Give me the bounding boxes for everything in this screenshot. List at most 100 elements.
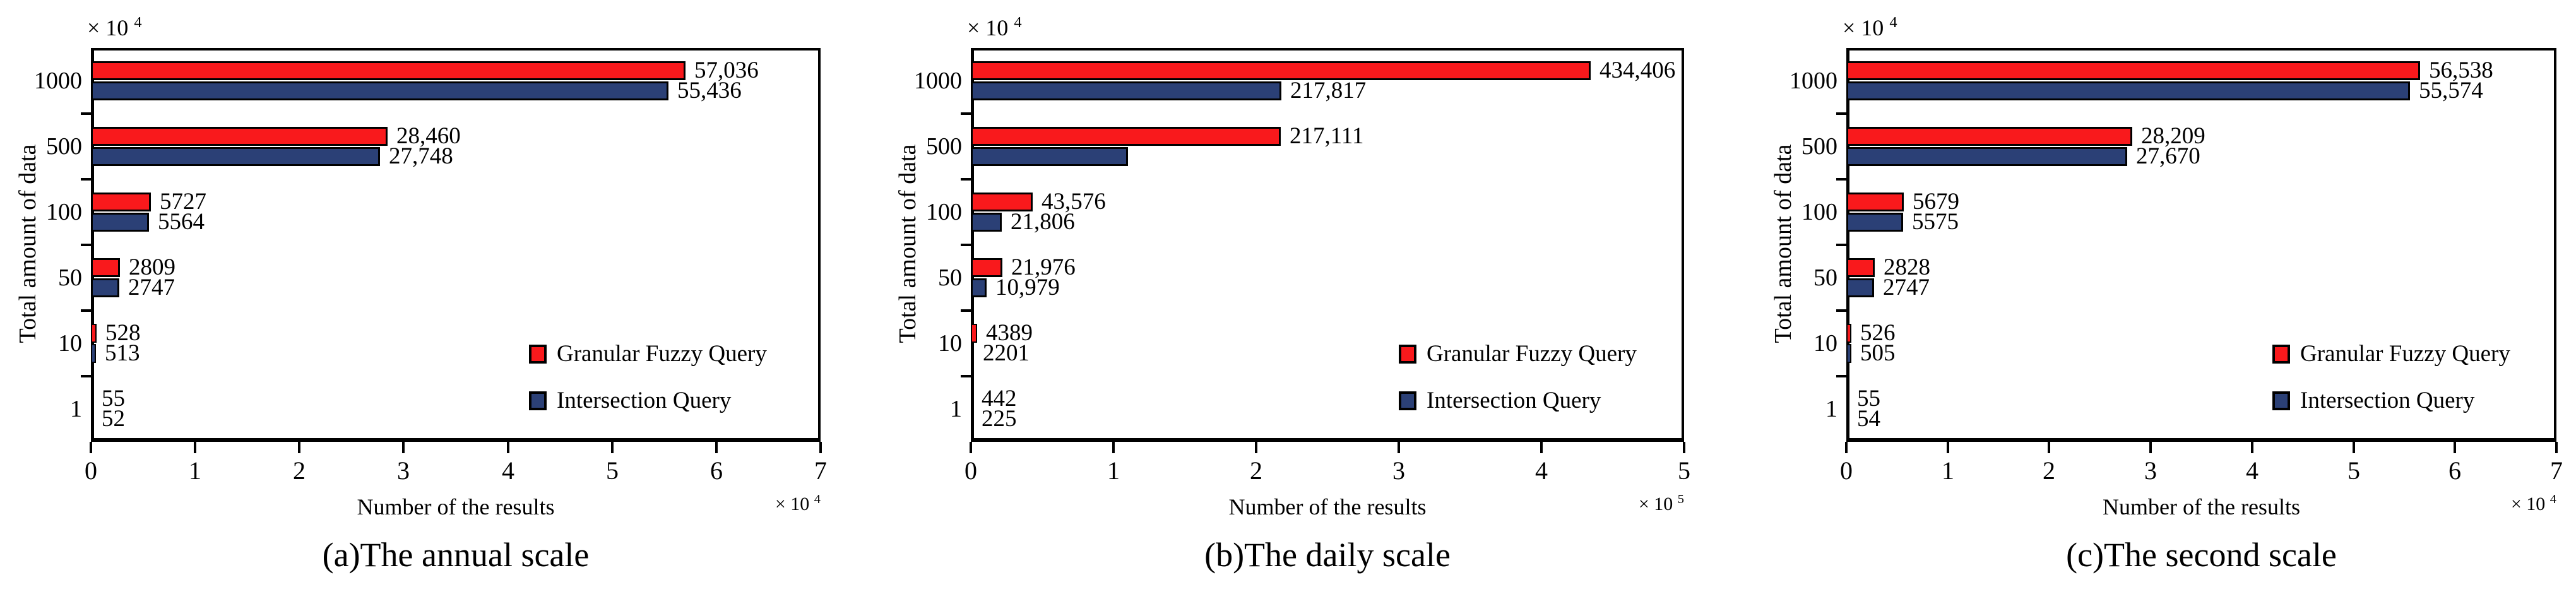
y-axis-multiplier-base: × 10: [87, 15, 134, 40]
legend-swatch-intersection-query: [529, 391, 547, 410]
x-tick-label: 6: [2448, 456, 2461, 485]
y-axis-multiplier-exponent: 4: [1014, 14, 1022, 31]
bar-intersection-query: [1846, 213, 1903, 232]
x-axis-multiplier-exponent: 4: [814, 492, 821, 506]
x-axis-tick: [970, 442, 972, 453]
bar-granular-fuzzy-query-value-label: 28,460: [396, 123, 461, 149]
x-tick-label: 3: [1392, 456, 1405, 485]
bar-intersection-query: [91, 410, 93, 429]
x-axis-label: Number of the results: [357, 494, 555, 519]
bar-granular-fuzzy-query: [971, 389, 973, 408]
bar-granular-fuzzy-query-value-label: 57,036: [694, 57, 759, 83]
y-axis-tick: [961, 244, 971, 246]
x-tick-label: 0: [85, 456, 97, 485]
x-axis-tick: [2149, 442, 2152, 453]
bar-intersection-query: [971, 213, 1002, 232]
x-axis-tick: [402, 442, 405, 453]
x-axis-tick: [611, 442, 614, 453]
category-tick-label: 500: [46, 133, 82, 160]
bar-granular-fuzzy-query: [971, 127, 1281, 146]
category-tick-label: 500: [1801, 133, 1837, 160]
bar-intersection-query: [91, 81, 668, 100]
category-tick-label: 100: [1801, 199, 1837, 225]
x-tick-label: 3: [2144, 456, 2157, 485]
y-axis-tick: [961, 178, 971, 181]
bar-granular-fuzzy-query: [971, 193, 1033, 211]
y-axis-multiplier: × 10 4: [1843, 14, 1897, 41]
bar-granular-fuzzy-query-value-label: 5679: [1913, 189, 1959, 215]
category-tick-label: 50: [938, 264, 962, 291]
bar-intersection-query-value-label: 513: [105, 340, 140, 366]
x-axis-tick: [1683, 442, 1685, 453]
x-tick-label: 4: [502, 456, 514, 485]
bar-granular-fuzzy-query-value-label: 55: [102, 386, 125, 412]
chart-caption: (a)The annual scale: [322, 536, 590, 574]
x-tick-label: 1: [1107, 456, 1120, 485]
y-axis-tick: [1836, 178, 1846, 181]
y-axis-label: Total amount of data: [1770, 144, 1796, 343]
category-tick-label: 1: [950, 396, 962, 422]
x-tick-label: 0: [965, 456, 977, 485]
x-axis-tick: [90, 442, 92, 453]
bar-intersection-query-value-label: 55,574: [2419, 78, 2483, 104]
bar-intersection-query-value-label: 5575: [1912, 209, 1959, 235]
bar-granular-fuzzy-query: [1846, 127, 2132, 146]
bar-intersection-query: [971, 410, 973, 429]
bar-granular-fuzzy-query: [1846, 258, 1875, 277]
y-axis-tick: [961, 112, 971, 115]
x-tick-label: 0: [1840, 456, 1853, 485]
bar-intersection-query-value-label: 54: [1857, 406, 1880, 432]
y-axis-multiplier-base: × 10: [967, 15, 1014, 40]
x-tick-label: 2: [1250, 456, 1262, 485]
chart-caption: (c)The second scale: [2066, 536, 2337, 574]
legend-label-intersection-query: Intersection Query: [2300, 388, 2475, 413]
bar-intersection-query-value-label: 2747: [1883, 275, 1930, 300]
bar-intersection-query-value-label: 2747: [128, 275, 175, 300]
x-tick-label: 7: [814, 456, 827, 485]
y-axis-tick: [81, 112, 91, 115]
y-axis-tick: [1836, 375, 1846, 377]
x-axis-tick: [2353, 442, 2355, 453]
legend-label-granular-fuzzy-query: Granular Fuzzy Query: [557, 341, 767, 367]
bar-granular-fuzzy-query: [1846, 389, 1848, 408]
x-axis-tick: [2251, 442, 2253, 453]
bar-intersection-query: [1846, 147, 2127, 166]
bar-granular-fuzzy-query-value-label: 56,538: [2429, 57, 2493, 83]
legend-swatch-granular-fuzzy-query: [1399, 345, 1416, 364]
y-axis-multiplier: × 10 4: [87, 14, 142, 41]
category-tick-label: 50: [58, 264, 82, 291]
category-tick-label: 1000: [1790, 68, 1837, 94]
x-tick-label: 1: [1942, 456, 1954, 485]
bar-granular-fuzzy-query: [91, 193, 151, 211]
category-tick-label: 1: [1825, 396, 1837, 422]
bar-intersection-query-value-label: 505: [1860, 340, 1896, 366]
x-axis-multiplier: × 10 5: [1577, 492, 1684, 515]
bar-intersection-query: [91, 344, 96, 363]
legend-swatch-granular-fuzzy-query: [2272, 345, 2290, 364]
legend-swatch-granular-fuzzy-query: [529, 345, 547, 364]
bar-intersection-query: [971, 147, 1128, 166]
bar-granular-fuzzy-query-value-label: 2828: [1884, 254, 1930, 280]
x-axis-multiplier-base: × 10: [1638, 494, 1678, 514]
x-tick-label: 5: [1678, 456, 1690, 485]
x-axis-tick: [2048, 442, 2050, 453]
bar-granular-fuzzy-query: [971, 61, 1591, 80]
plot-area: [1846, 48, 2556, 442]
chart-caption: (b)The daily scale: [1204, 536, 1451, 574]
x-tick-label: 1: [189, 456, 201, 485]
bar-granular-fuzzy-query-value-label: 526: [1860, 320, 1896, 346]
x-axis-tick: [1255, 442, 1257, 453]
bar-granular-fuzzy-query: [971, 258, 1002, 277]
bar-granular-fuzzy-query-value-label: 21,976: [1011, 254, 1076, 280]
bar-granular-fuzzy-query: [91, 389, 93, 408]
y-axis-tick: [961, 375, 971, 377]
bar-granular-fuzzy-query: [91, 258, 120, 277]
x-tick-label: 5: [2347, 456, 2360, 485]
y-axis-label: Total amount of data: [894, 144, 921, 343]
x-axis-tick: [1947, 442, 1949, 453]
x-axis-label: Number of the results: [2103, 494, 2300, 519]
bar-intersection-query-value-label: 21,806: [1011, 209, 1075, 235]
x-tick-label: 6: [710, 456, 723, 485]
legend-label-granular-fuzzy-query: Granular Fuzzy Query: [2300, 341, 2510, 367]
